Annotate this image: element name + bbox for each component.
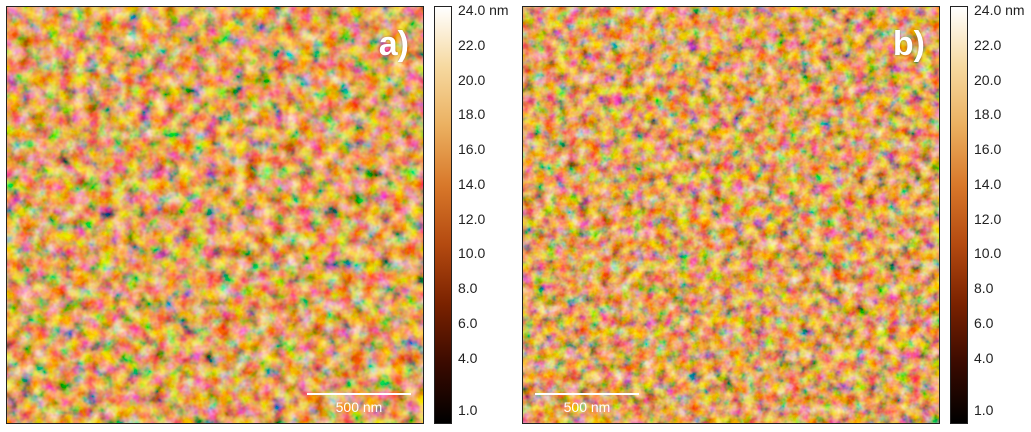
colorbar-tick-labels-a: 24.0 nm 22.0 20.0 18.0 16.0 14.0 12.0 10.0 8.0 6.… — [458, 2, 528, 424]
height-colorbar-b — [950, 6, 968, 424]
colorbar-tick-label: 10.0 — [974, 245, 1002, 262]
afm-topography-image-b — [523, 7, 939, 423]
colorbar-tick-label: 6.0 — [458, 315, 478, 332]
colorbar-tick-label: 18.0 — [974, 106, 1002, 123]
colorbar-tick-label: 22.0 — [974, 36, 1002, 53]
scale-bar-a — [307, 393, 411, 395]
colorbar-tick-label: 12.0 — [458, 210, 486, 227]
panel-label-a: a) — [378, 25, 409, 63]
colorbar-tick-label: 20.0 — [458, 71, 486, 88]
panel-label-b: b) — [892, 25, 925, 63]
colorbar-tick-label: 4.0 — [974, 349, 994, 366]
scale-bar-b — [535, 393, 639, 395]
afm-image-panel-a: a) 500 nm — [6, 6, 424, 424]
afm-image-panel-b: b) 500 nm — [522, 6, 940, 424]
scale-bar-label-a: 500 nm — [335, 399, 383, 415]
colorbar-tick-label: 8.0 — [974, 280, 994, 297]
afm-topography-image-a — [7, 7, 423, 423]
colorbar-tick-label: 10.0 — [458, 245, 486, 262]
colorbar-tick-label: 24.0 nm — [974, 2, 1025, 18]
colorbar-tick-label: 16.0 — [458, 141, 486, 158]
colorbar-tick-label: 24.0 nm — [458, 2, 509, 18]
colorbar-tick-label: 18.0 — [458, 106, 486, 123]
colorbar-tick-label: 22.0 — [458, 36, 486, 53]
colorbar-tick-label: 1.0 — [458, 402, 478, 418]
colorbar-tick-label: 14.0 — [458, 175, 486, 192]
colorbar-tick-label: 12.0 — [974, 210, 1002, 227]
colorbar-tick-label: 4.0 — [458, 349, 478, 366]
colorbar-tick-label: 6.0 — [974, 315, 994, 332]
height-colorbar-a — [434, 6, 452, 424]
colorbar-tick-label: 8.0 — [458, 280, 478, 297]
colorbar-tick-label: 14.0 — [974, 175, 1002, 192]
colorbar-tick-label: 1.0 — [974, 402, 994, 418]
colorbar-tick-label: 16.0 — [974, 141, 1002, 158]
colorbar-tick-label: 20.0 — [974, 71, 1002, 88]
colorbar-tick-labels-b: 24.0 nm 22.0 20.0 18.0 16.0 14.0 12.0 10.0 8.0 6.… — [974, 2, 1031, 424]
scale-bar-label-b: 500 nm — [563, 399, 611, 415]
